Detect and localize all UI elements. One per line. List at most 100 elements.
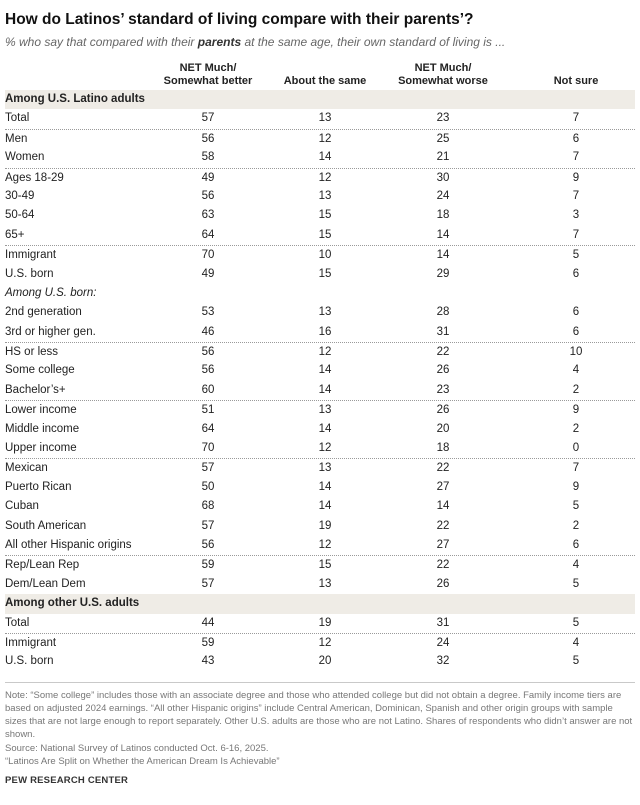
row-label: Among U.S. Latino adults [5, 93, 145, 105]
cell-value: 12 [318, 171, 332, 184]
cell-value: 14 [318, 364, 332, 377]
cell-value: 23 [436, 383, 450, 396]
cell-value: 14 [318, 151, 332, 164]
cell-value: 7 [572, 462, 580, 475]
cell-value: 49 [201, 171, 215, 184]
table-row: All other Hispanic origins 56 12 27 6 [5, 536, 635, 555]
cell-value: 24 [436, 189, 450, 202]
cell-value: 56 [201, 346, 215, 359]
footer-logo-text: PEW RESEARCH CENTER [5, 774, 129, 786]
cell-value: 23 [436, 112, 450, 125]
row-label: 2nd generation [5, 306, 82, 319]
row-label: South American [5, 519, 87, 532]
subtitle-pre: % who say that compared with their [5, 35, 198, 49]
row-label: Among other U.S. adults [5, 597, 140, 610]
cell-value: 20 [436, 422, 450, 435]
cell-value: 22 [436, 346, 450, 359]
cell-value: 5 [572, 249, 580, 262]
table-row: Rep/Lean Rep 59 15 22 4 [5, 555, 635, 574]
table-row: 30-49 56 13 24 7 [5, 187, 635, 206]
cell-value: 70 [201, 442, 215, 455]
cell-value: 64 [201, 422, 215, 435]
cell-value: 27 [436, 538, 450, 551]
table-row: U.S. born 49 15 29 6 [5, 265, 635, 284]
column-header-4: Not sure [511, 56, 640, 90]
row-label: Puerto Rican [5, 480, 72, 493]
column-header-line: NET Much/ [414, 62, 472, 74]
source-text: Source: National Survey of Latinos condu… [5, 742, 269, 754]
cell-value: 19 [318, 519, 332, 532]
row-label: 30-49 [5, 189, 35, 202]
cell-value: 57 [201, 112, 215, 125]
table-row: Total 57 13 23 7 [5, 109, 635, 128]
cell-value: 22 [436, 519, 450, 532]
table-row: 2nd generation 53 13 28 6 [5, 303, 635, 322]
cell-value: 56 [201, 538, 215, 551]
cell-value: 57 [201, 577, 215, 590]
cell-value: 13 [318, 577, 332, 590]
cell-value: 5 [572, 577, 580, 590]
cell-value: 19 [318, 616, 332, 629]
column-header-line: NET Much/ [179, 62, 237, 74]
cell-value: 4 [572, 636, 580, 649]
cell-value: 7 [572, 189, 580, 202]
cell-value: 5 [572, 616, 580, 629]
row-label: Mexican [5, 462, 48, 475]
cell-value: 7 [572, 151, 580, 164]
row-label: Cuban [5, 500, 39, 513]
cell-value: 28 [436, 306, 450, 319]
cell-value: 29 [436, 267, 450, 280]
row-label: Women [5, 151, 45, 164]
row-label: Total [5, 616, 30, 629]
section-header: Among U.S. Latino adults [5, 90, 635, 110]
cell-value: 56 [201, 132, 215, 145]
cell-value: 12 [318, 346, 332, 359]
cell-value: 10 [569, 346, 583, 359]
cell-value: 2 [572, 383, 580, 396]
table-row: Immigrant 59 12 24 4 [5, 632, 635, 652]
cell-value: 7 [572, 228, 580, 241]
row-label: Total [5, 112, 30, 125]
cell-value: 32 [436, 655, 450, 668]
cell-value: 15 [318, 209, 332, 222]
row-label: Immigrant [5, 249, 57, 262]
cell-value: 56 [201, 364, 215, 377]
cell-value: 21 [436, 151, 450, 164]
cell-value: 10 [318, 249, 332, 262]
table-row: Immigrant 70 10 14 5 [5, 245, 635, 264]
cell-value: 18 [436, 442, 450, 455]
row-label: HS or less [5, 346, 59, 359]
cell-value: 14 [318, 383, 332, 396]
table-row: Puerto Rican 50 14 27 9 [5, 478, 635, 497]
cell-value: 58 [201, 151, 215, 164]
cell-value: 5 [572, 655, 580, 668]
cell-value: 60 [201, 383, 215, 396]
note-text: Note: “Some college” includes those with… [5, 689, 633, 741]
row-label: 50-64 [5, 209, 35, 222]
cell-value: 56 [201, 189, 215, 202]
chart-subtitle: % who say that compared with their paren… [5, 34, 635, 50]
table-row: Middle income 64 14 20 2 [5, 420, 635, 439]
column-header-line: Somewhat better [163, 75, 253, 87]
row-label: Middle income [5, 422, 80, 435]
cell-value: 57 [201, 519, 215, 532]
section-header: Among other U.S. adults [5, 594, 635, 614]
table-row: Bachelor’s+ 60 14 23 2 [5, 381, 635, 400]
table-row: 65+ 64 15 14 7 [5, 226, 635, 245]
cell-value: 6 [572, 538, 580, 551]
cell-value: 31 [436, 616, 450, 629]
subtitle-post: at the same age, their own standard of l… [241, 35, 506, 49]
row-label: Some college [5, 364, 75, 377]
cell-value: 7 [572, 112, 580, 125]
cell-value: 14 [436, 249, 450, 262]
table-row: Men 56 12 25 6 [5, 128, 635, 148]
column-header-2: About the same [260, 56, 390, 90]
cell-value: 59 [201, 636, 215, 649]
cell-value: 64 [201, 228, 215, 241]
cell-value: 25 [436, 132, 450, 145]
cell-value: 14 [318, 480, 332, 493]
table-row: 50-64 63 15 18 3 [5, 206, 635, 225]
column-header-line: Not sure [553, 75, 599, 87]
row-label: Immigrant [5, 636, 57, 649]
cell-value: 59 [201, 559, 215, 572]
